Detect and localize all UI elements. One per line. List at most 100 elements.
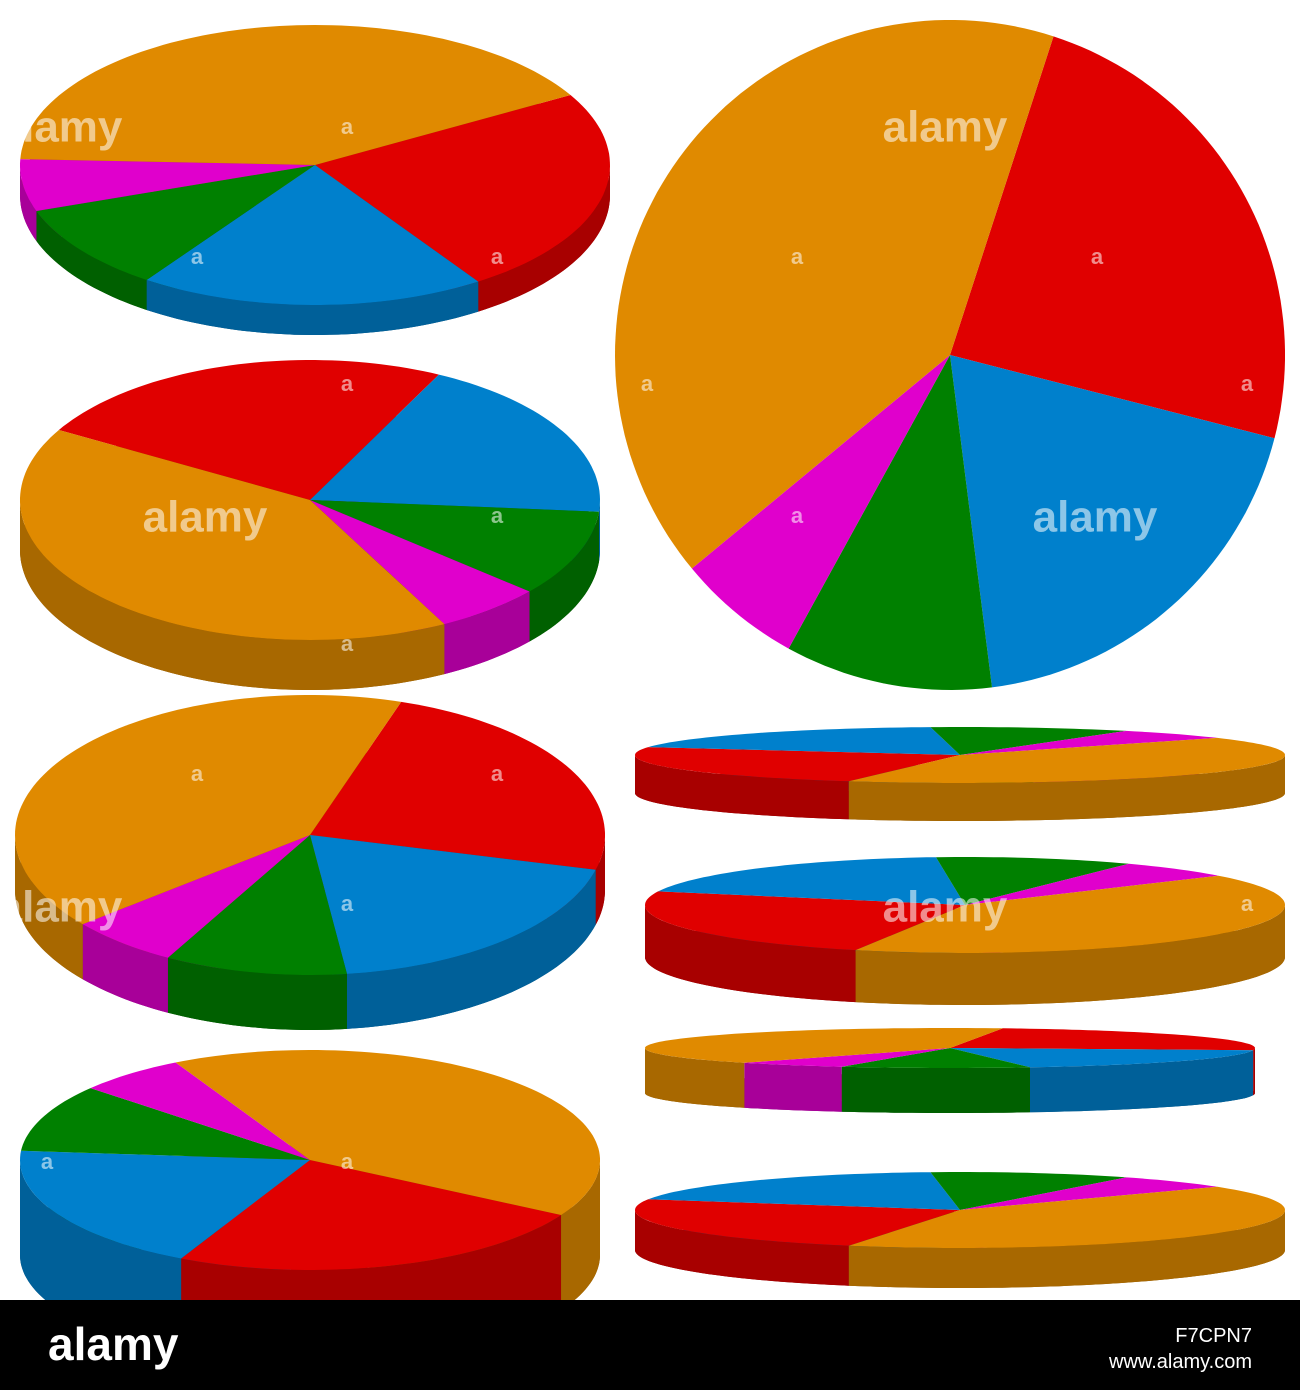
slice-side [444,591,530,675]
slice [20,1150,310,1259]
slice [315,95,610,282]
pie [635,727,1285,821]
pie [615,20,1285,690]
slice [146,165,479,305]
watermark-letter: a [791,1149,804,1174]
slice-side [635,1210,849,1286]
slice [615,20,1054,569]
slice [167,835,347,975]
slice-side [20,500,445,690]
slice [691,355,950,649]
watermark-letter: a [341,114,354,139]
slice-side [848,755,1285,821]
watermark-letter: a [1091,244,1104,269]
slice-side [855,905,1285,1005]
slice [175,1050,600,1215]
slice [950,36,1285,439]
watermark-letter: a [341,371,354,396]
watermark: alamy [0,103,123,152]
watermark-letter: a [341,1149,354,1174]
pie [645,857,1285,1005]
slice [658,857,965,905]
slice [82,835,310,958]
pie [20,25,610,335]
pie-group [15,20,1285,1365]
slice [20,25,571,165]
slice-side [841,1066,1030,1113]
slice-side [20,165,37,241]
slice [58,360,439,500]
slice-side [595,835,605,925]
watermark: alamy [883,103,1008,152]
watermark-letter: a [1091,1149,1104,1174]
pie [635,1172,1285,1288]
slice [936,857,1129,905]
slice [965,863,1219,905]
watermark-letter: a [1241,891,1254,916]
slice [645,1028,1003,1063]
watermark-letter: a [341,891,354,916]
watermark: alamy [143,493,268,542]
watermarks: alamy alamy alamy alamy alamy alamy a a a a a a a a a a… [0,103,1254,1174]
slice-side [1253,1048,1255,1096]
watermark-letter: a [191,244,204,269]
slice [950,1048,1254,1068]
watermark-letter: a [791,503,804,528]
slice-side [167,957,347,1030]
slice-side [529,511,599,642]
slice-side [599,500,600,562]
slice [744,1048,950,1067]
slice [310,701,605,870]
slice [855,875,1285,953]
slice [90,1062,310,1160]
watermark-letter: a [491,244,504,269]
slice [20,430,445,640]
watermark-letter: a [491,503,504,528]
slice-side [645,1048,745,1108]
footer-brand: alamy [48,1318,179,1370]
slice [960,730,1218,755]
slice [930,1172,1127,1210]
watermark-letter: a [341,631,354,656]
slice [635,747,960,782]
watermark-letter: a [641,371,654,396]
watermark: alamy [883,883,1008,932]
slice [15,695,402,925]
watermark: alamy [1033,493,1158,542]
slice-side [478,165,610,312]
pie [20,360,600,690]
watermark-letter: a [191,761,204,786]
slice [21,1088,310,1160]
slice [841,1048,1030,1068]
slice [635,1199,960,1246]
slice-side [645,905,856,1003]
watermark-letter: a [191,1021,204,1046]
slice [310,835,596,974]
slice-side [848,1210,1285,1288]
slice [645,891,965,951]
slice-side [347,869,596,1029]
slice-side [36,211,147,310]
slice [960,1177,1218,1210]
watermark-letter: a [1241,371,1254,396]
slice-side [15,835,83,980]
watermark: alamy [0,883,123,932]
slice [648,1172,960,1210]
watermark-letter: a [641,1021,654,1046]
slice [950,1028,1255,1051]
slice [181,1160,562,1270]
footer-bar [0,1300,1300,1390]
footer-url: www.alamy.com [1108,1351,1252,1373]
slice [310,500,530,625]
slice-side [146,280,479,335]
slice-side [744,1062,842,1112]
slice [310,374,600,512]
footer-image-id: F7CPN7 [1175,1325,1252,1347]
slice [848,1186,1285,1248]
slice [648,727,960,755]
slice-side [635,755,849,820]
watermark-letter: a [491,1021,504,1046]
pie [645,1028,1255,1113]
